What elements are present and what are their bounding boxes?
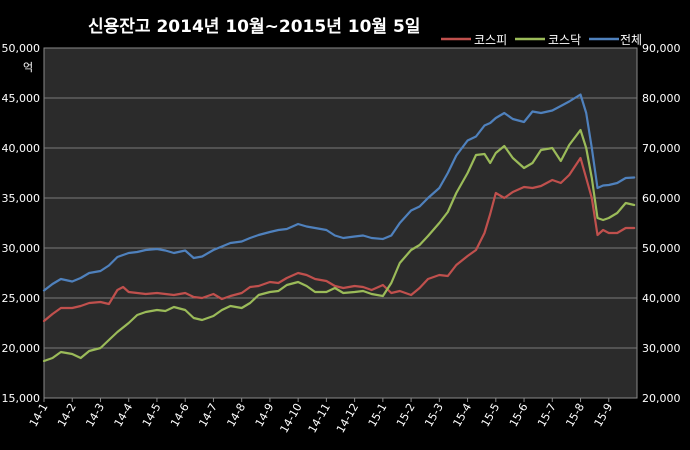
x-tick-label: 15-5	[479, 401, 503, 429]
left-tick-label: 35,000	[2, 192, 41, 205]
series-line-kospi	[42, 156, 636, 323]
chart-title: 신용잔고 2014년 10월~2015년 10월 5일	[88, 17, 420, 37]
x-tick-label: 14-3	[83, 401, 107, 429]
x-tick-label: 15-7	[535, 401, 559, 429]
legend-label-kosdaq: 코스닥	[548, 33, 581, 47]
x-tick-label: 15-8	[563, 401, 587, 429]
x-tick-label: 15-2	[394, 401, 418, 429]
x-tick-label: 14-5	[140, 401, 164, 429]
x-tick-label: 14-1	[27, 401, 51, 429]
gridlines	[44, 97, 637, 349]
left-tick-label: 15,000	[2, 392, 41, 405]
x-tick-label: 14-11	[306, 401, 333, 435]
x-tick-label: 15-6	[507, 401, 531, 429]
left-tick-label: 30,000	[2, 242, 41, 255]
right-tick-label: 90,000	[642, 42, 681, 55]
left-tick-label: 40,000	[2, 142, 41, 155]
legend-label-total: 전체	[620, 33, 642, 47]
left-tick-label: 20,000	[2, 342, 41, 355]
x-tick-label: 14-7	[196, 401, 220, 429]
right-tick-label: 50,000	[642, 242, 681, 255]
x-tick-label: 15-9	[592, 401, 616, 429]
right-tick-label: 80,000	[642, 92, 681, 105]
x-tick-label: 14-6	[168, 401, 192, 429]
x-tick-label: 15-3	[422, 401, 446, 429]
left-tick-label: 50,000	[2, 42, 41, 55]
right-tick-label: 30,000	[642, 342, 681, 355]
x-tick-label: 15-1	[366, 401, 390, 429]
right-tick-label: 20,000	[642, 392, 681, 405]
right-tick-label: 40,000	[642, 292, 681, 305]
x-tick-label: 14-2	[55, 401, 79, 429]
x-axis: 14-1 14-2 14-3 14-4 14-5 14-6 14-7 14-8 14-9 14-1…	[27, 398, 616, 435]
plot-area	[43, 47, 638, 399]
left-tick-label: 45,000	[2, 92, 41, 105]
series-line-kosdaq	[42, 128, 636, 363]
x-tick-label: 14-12	[334, 401, 361, 435]
legend-label-kospi: 코스피	[474, 33, 507, 47]
x-tick-label: 15-4	[450, 401, 474, 429]
series-line-total	[42, 93, 636, 292]
right-tick-label: 70,000	[642, 142, 681, 155]
left-axis-unit-label: 억	[23, 61, 33, 74]
x-tick-label: 14-10	[277, 401, 304, 435]
x-tick-label: 14-9	[253, 401, 277, 429]
x-tick-label: 14-4	[112, 401, 136, 429]
right-tick-label: 60,000	[642, 192, 681, 205]
legend: 코스피 코스닥 전체	[441, 33, 642, 47]
right-axis: 20,000 30,000 40,000 50,000 60,000 70,000 80,0…	[642, 42, 681, 405]
x-tick-label: 14-8	[225, 401, 249, 429]
left-axis: 15,000 20,000 25,000 30,000 35,000 40,000 45,0…	[2, 42, 41, 405]
series-lines	[42, 93, 636, 363]
left-tick-label: 25,000	[2, 292, 41, 305]
